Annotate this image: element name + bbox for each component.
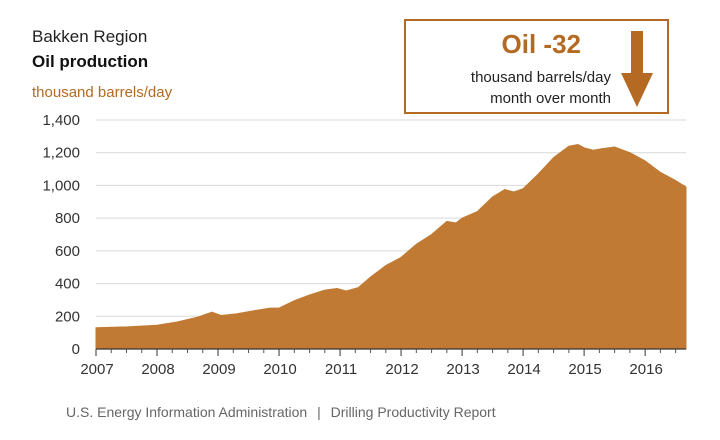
- y-tick-label: 400: [55, 276, 80, 293]
- x-tick-label: 2007: [80, 361, 113, 378]
- callout-period: month over month: [490, 90, 611, 107]
- x-tick-label: 2014: [507, 361, 540, 378]
- production-area: [95, 144, 687, 350]
- source-separator: |: [317, 404, 321, 420]
- x-tick-label: 2016: [629, 361, 662, 378]
- x-tick-label: 2008: [141, 361, 174, 378]
- y-tick-label: 0: [72, 341, 80, 358]
- y-tick-label: 1,200: [42, 145, 80, 162]
- unit-label: thousand barrels/day: [32, 84, 173, 101]
- x-tick-label: 2012: [385, 361, 418, 378]
- y-tick-label: 1,400: [42, 112, 80, 129]
- chart-title: Oil production: [32, 52, 149, 71]
- down-arrow-icon: [621, 31, 653, 107]
- source-footer: U.S. Energy Information Administration |…: [66, 404, 496, 420]
- callout-value: Oil -32: [501, 29, 581, 59]
- source-report: Drilling Productivity Report: [330, 404, 496, 420]
- x-tick-label: 2013: [446, 361, 479, 378]
- x-tick-label: 2015: [568, 361, 601, 378]
- y-tick-label: 800: [55, 210, 80, 227]
- region-label: Bakken Region: [32, 27, 148, 46]
- y-tick-label: 200: [55, 308, 80, 325]
- change-callout: Oil -32 thousand barrels/day month over …: [404, 19, 669, 114]
- y-tick-label: 1,000: [42, 177, 80, 194]
- x-tick-label: 2010: [263, 361, 296, 378]
- x-tick-label: 2009: [202, 361, 235, 378]
- y-tick-label: 600: [55, 243, 80, 260]
- x-tick-label: 2011: [325, 361, 357, 378]
- source-agency: U.S. Energy Information Administration: [66, 404, 308, 420]
- callout-unit: thousand barrels/day: [470, 69, 611, 86]
